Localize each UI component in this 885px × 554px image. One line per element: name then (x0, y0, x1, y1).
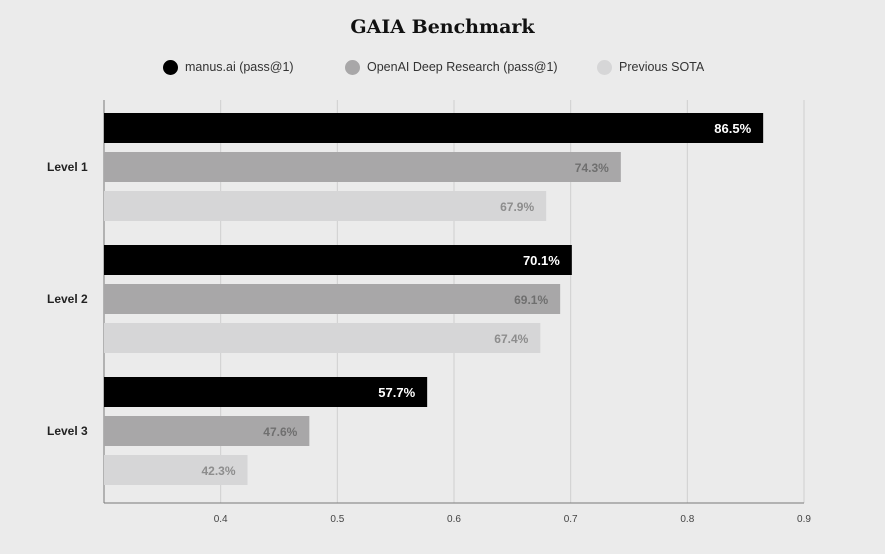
legend-swatch-previous-sota (597, 59, 612, 75)
bar-value-label: 47.6% (263, 425, 297, 439)
legend-item-manus: manus.ai (pass@1) (163, 57, 294, 77)
bar-value-label: 70.1% (523, 253, 560, 268)
category-label: Level 2 (47, 292, 88, 306)
legend-label-previous-sota: Previous SOTA (619, 60, 705, 74)
x-tick-label: 0.9 (797, 514, 811, 525)
bar (104, 113, 764, 143)
category-label: Level 1 (47, 160, 88, 174)
bar-value-label: 86.5% (714, 121, 751, 136)
bar (104, 455, 248, 485)
bar (104, 416, 310, 446)
chart-legend: manus.ai (pass@1) OpenAI Deep Research (… (0, 57, 885, 77)
bar (104, 245, 572, 275)
legend-item-openai: OpenAI Deep Research (pass@1) (345, 57, 558, 77)
legend-swatch-manus (163, 59, 178, 75)
x-tick-label: 0.8 (680, 514, 694, 525)
legend-label-manus: manus.ai (pass@1) (185, 60, 294, 74)
chart-title: GAIA Benchmark (350, 16, 535, 38)
x-tick-label: 0.5 (330, 514, 344, 525)
bar (104, 323, 541, 353)
x-tick-label: 0.7 (564, 514, 578, 525)
bar (104, 152, 621, 182)
x-tick-label: 0.6 (447, 514, 461, 525)
bar-value-label: 74.3% (575, 161, 609, 175)
bar (104, 191, 547, 221)
bar-value-label: 67.4% (494, 332, 528, 346)
bar-value-label: 69.1% (514, 293, 548, 307)
bar (104, 284, 561, 314)
bar (104, 377, 428, 407)
legend-item-previous-sota: Previous SOTA (597, 57, 704, 77)
bar-value-label: 57.7% (378, 385, 415, 400)
x-tick-label: 0.4 (214, 514, 228, 525)
bar-value-label: 67.9% (500, 200, 534, 214)
bar-value-label: 42.3% (201, 464, 235, 478)
category-label: Level 3 (47, 424, 88, 438)
legend-swatch-openai (345, 59, 360, 75)
legend-label-openai: OpenAI Deep Research (pass@1) (367, 60, 558, 74)
